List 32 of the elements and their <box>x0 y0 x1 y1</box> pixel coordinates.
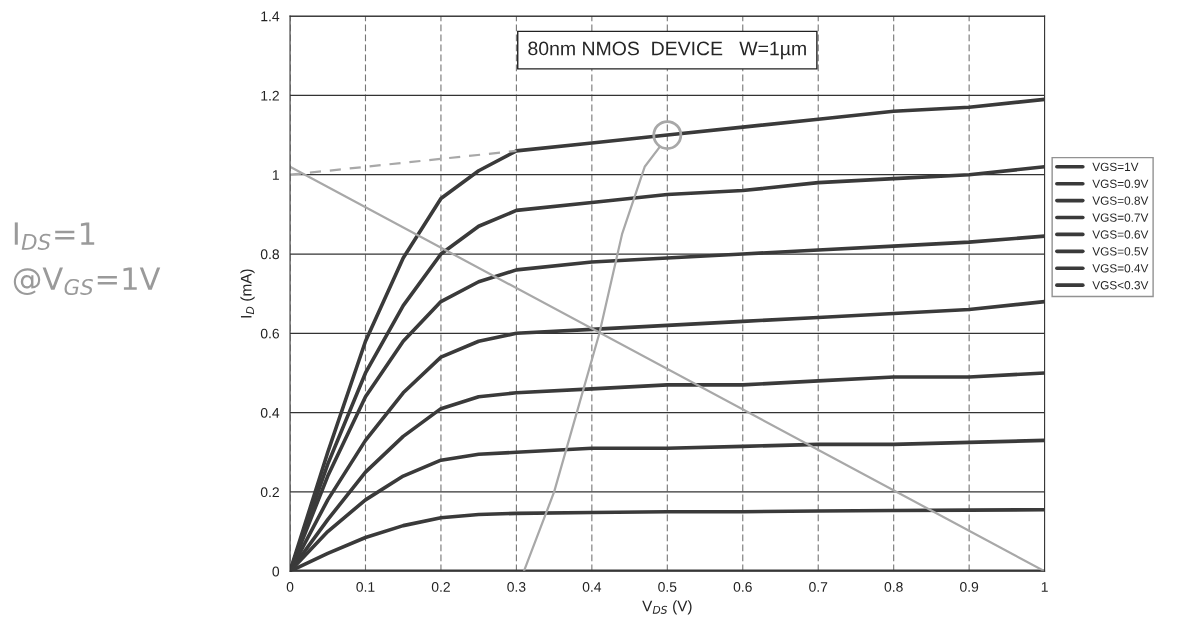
x-axis-title: V$_{DS}$ (V) <box>642 600 692 615</box>
legend-label: VGS=1V <box>1092 162 1139 172</box>
text: 80nm NMOS DEVICE W=1µm <box>528 41 806 60</box>
legend-label: VGS=0.9V <box>1092 179 1149 188</box>
x-tick-label: 0.6 <box>733 582 752 592</box>
legend-label: VGS=0.7V <box>1092 213 1149 222</box>
legend-label: VGS=0.5V <box>1092 247 1149 256</box>
x-tick-label: 1 <box>1041 582 1048 592</box>
x-tick-label: 0.5 <box>658 582 677 592</box>
x-tick-label: 0.2 <box>431 582 450 592</box>
legend-label: VGS=0.4V <box>1092 264 1149 273</box>
legend-label: VGS=0.6V <box>1092 230 1149 239</box>
legend-label: VGS=0.8V <box>1092 196 1149 205</box>
y-tick-label: 1 <box>272 170 279 180</box>
y-tick-label: 0.2 <box>260 487 279 498</box>
y-tick-label: 0.6 <box>260 328 280 339</box>
y-tick-label: 1.4 <box>261 11 280 22</box>
text: I$_{DS}$=1 <box>14 222 95 251</box>
y-axis-title: I$_{D}$ (mA) <box>240 269 255 318</box>
y-tick-label: 0.8 <box>260 249 280 260</box>
y-tick-label: 1.2 <box>261 90 279 101</box>
x-tick-label: 0.3 <box>507 582 526 592</box>
x-tick-label: 0.8 <box>884 582 903 592</box>
x-tick-label: 0.7 <box>809 582 828 592</box>
x-tick-label: 0.1 <box>356 582 375 592</box>
text: @V$_{GS}$=1V <box>13 267 161 296</box>
legend-label: VGS<0.3V <box>1092 281 1149 290</box>
x-tick-label: 0.9 <box>960 582 979 592</box>
x-tick-label: 0 <box>286 582 294 592</box>
x-tick-label: 0.4 <box>582 582 602 592</box>
y-tick-label: 0.4 <box>260 407 280 418</box>
y-tick-label: 0 <box>272 566 280 577</box>
